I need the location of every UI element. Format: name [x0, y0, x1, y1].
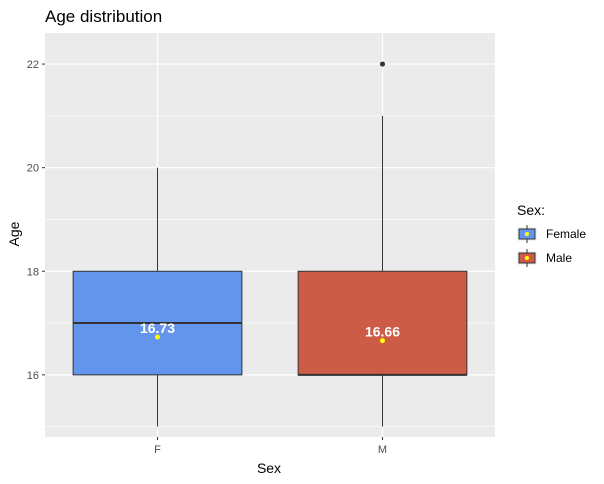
y-tick-label: 22 — [27, 59, 39, 71]
mean-marker — [155, 334, 160, 340]
box-layer: 16.73 16.66 — [72, 61, 468, 427]
legend-title: Sex: — [517, 202, 545, 218]
box-iqr — [297, 270, 468, 376]
box-F: 16.73 — [72, 167, 243, 427]
outlier-point — [380, 61, 385, 67]
x-tick-label: F — [154, 444, 161, 456]
x-axis-title: Sex — [257, 460, 281, 476]
y-tick-label: 20 — [27, 163, 39, 175]
legend-item-female: Female — [517, 225, 586, 243]
plot-panel — [45, 33, 495, 437]
chart-title: Age distribution — [45, 7, 162, 26]
mean-label: 16.73 — [140, 320, 175, 336]
legend: Sex: Female Male — [517, 202, 586, 267]
legend-label: Female — [546, 227, 586, 241]
panel-background — [45, 33, 495, 437]
legend-item-male: Male — [517, 249, 572, 267]
box-M: 16.66 — [297, 61, 468, 427]
x-tick-label: M — [378, 444, 387, 456]
legend-mean-marker — [525, 232, 529, 236]
mean-marker — [380, 338, 385, 344]
legend-label: Male — [546, 251, 572, 265]
y-tick-label: 18 — [27, 266, 39, 278]
y-tick-label: 16 — [27, 370, 39, 382]
mean-label: 16.66 — [365, 324, 400, 340]
legend-mean-marker — [525, 256, 529, 260]
y-axis-title: Age — [6, 221, 22, 246]
y-axis: 16 18 20 22 — [27, 59, 45, 382]
